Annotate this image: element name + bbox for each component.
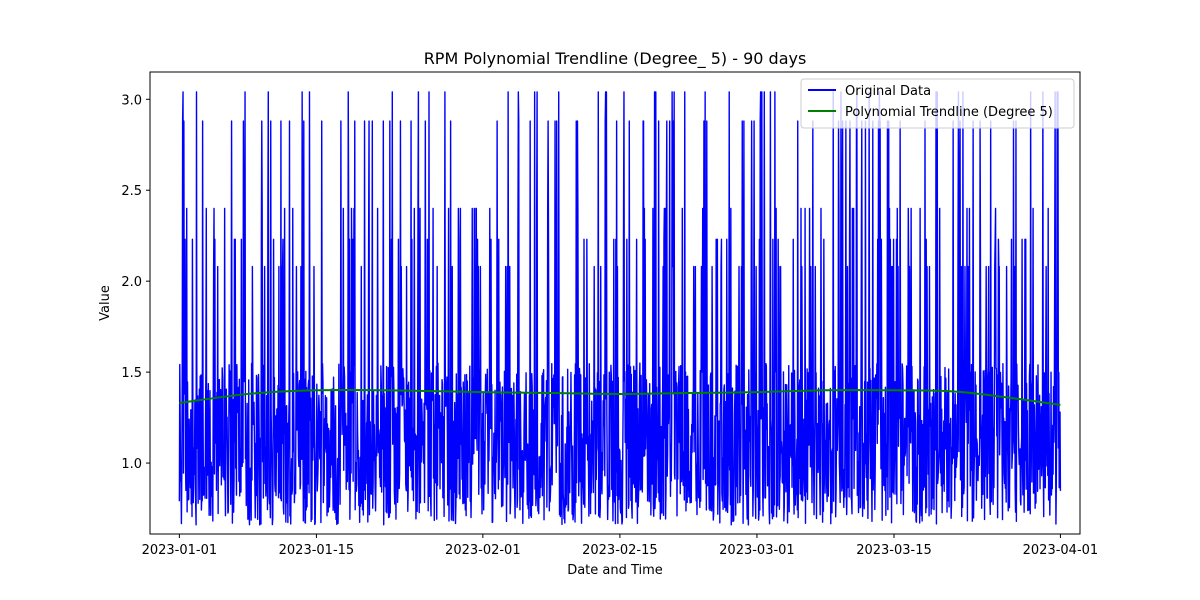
x-tick-label: 2023-04-01 <box>1023 543 1099 558</box>
y-tick-label: 3.0 <box>121 93 142 108</box>
x-tick-label: 2023-01-15 <box>279 543 355 558</box>
y-tick-label: 1.5 <box>121 366 142 381</box>
x-tick-label: 2023-02-15 <box>582 543 658 558</box>
axis-ticks: 2023-01-01 2023-01-15 2023-02-01 2023-02-15… <box>121 93 1098 558</box>
plot-data <box>178 91 1062 526</box>
x-axis-label: Date and Time <box>567 563 663 578</box>
x-tick-label: 2023-02-01 <box>445 543 521 558</box>
series-original-data-line <box>178 91 1062 526</box>
legend-label-original: Original Data <box>845 84 931 99</box>
y-tick-label: 1.0 <box>121 457 142 472</box>
chart-title: RPM Polynomial Trendline (Degree_ 5) - 9… <box>424 49 807 69</box>
legend-box <box>800 78 1075 129</box>
legend-label-trendline: Polynomial Trendline (Degree 5) <box>845 105 1053 120</box>
series-trendline <box>179 388 1061 406</box>
y-axis-label: Value <box>98 285 113 321</box>
y-tick-label: 2.5 <box>121 184 142 199</box>
x-tick-label: 2023-03-01 <box>719 543 795 558</box>
x-tick-label: 2023-03-15 <box>856 543 932 558</box>
plot-frame <box>149 71 1081 535</box>
x-tick-label: 2023-01-01 <box>142 543 218 558</box>
legend: Original Data Polynomial Trendline (Degr… <box>800 78 1075 129</box>
y-tick-label: 2.0 <box>121 275 142 290</box>
